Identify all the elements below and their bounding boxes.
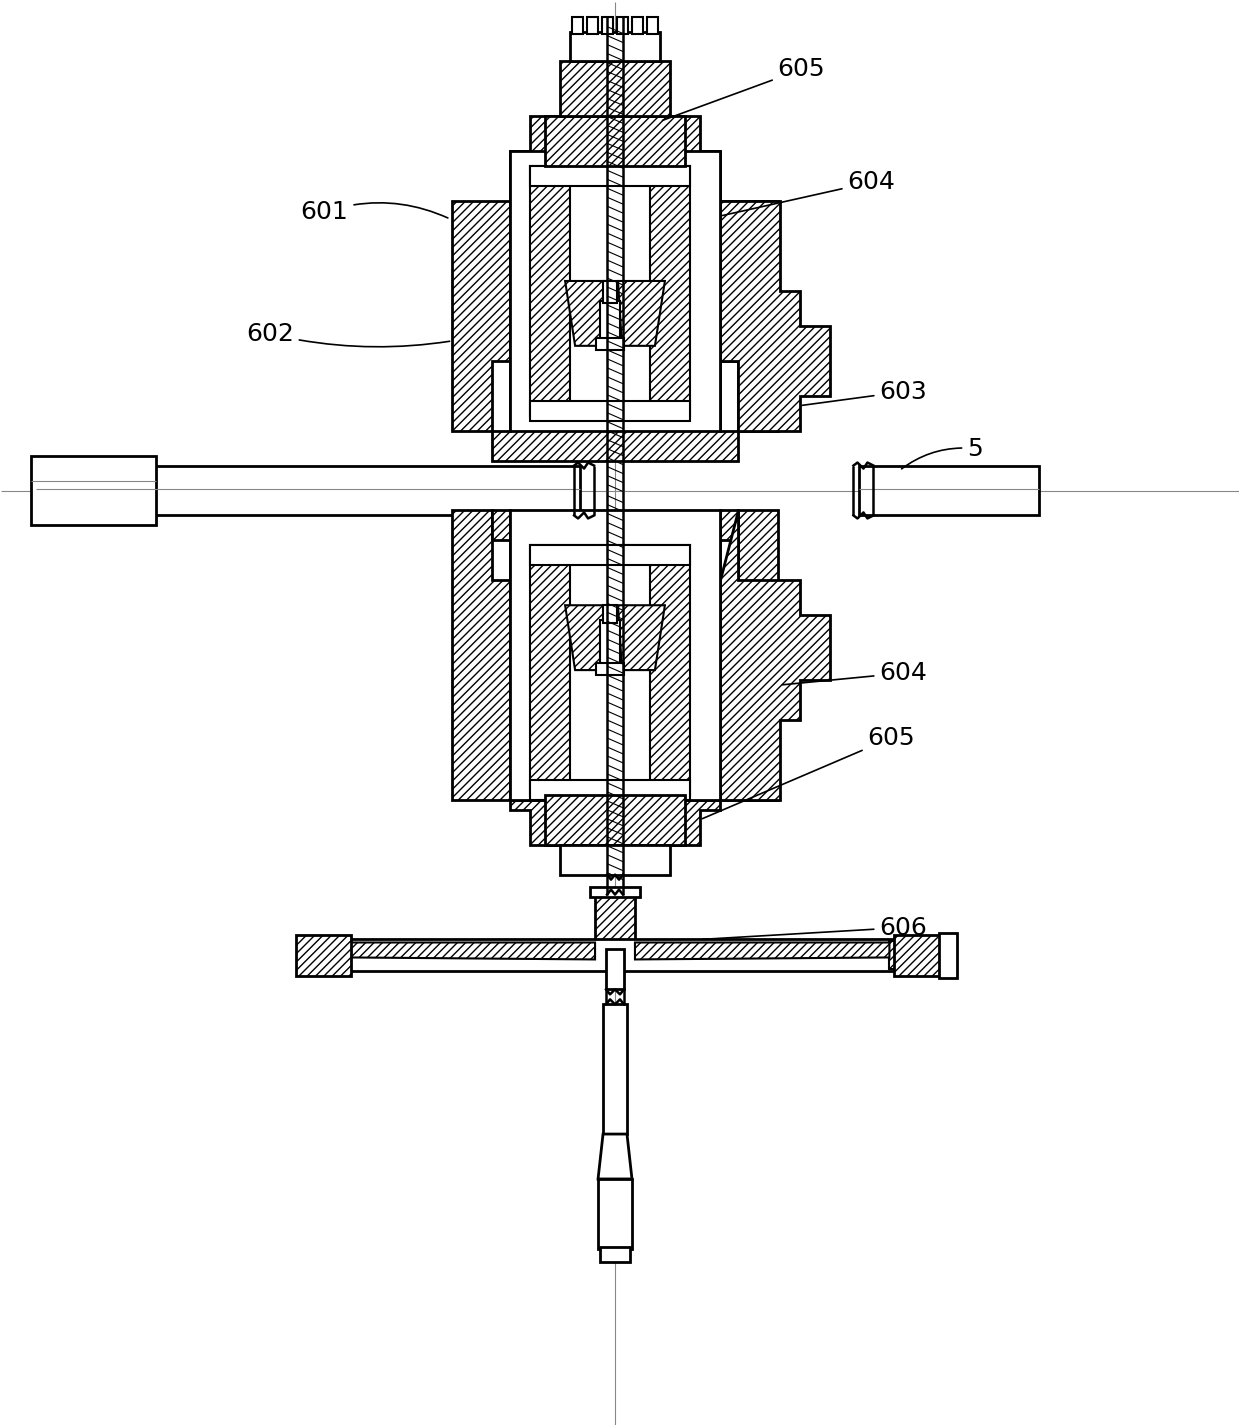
Polygon shape: [510, 117, 719, 201]
Polygon shape: [719, 201, 777, 431]
Bar: [647, 17, 658, 33]
Polygon shape: [618, 605, 665, 671]
Bar: [894, 935, 950, 976]
Polygon shape: [719, 201, 830, 431]
Bar: [600, 621, 620, 665]
Bar: [510, 511, 719, 799]
Bar: [606, 949, 624, 989]
Text: 603: 603: [802, 380, 928, 405]
Bar: [510, 151, 719, 431]
Bar: [603, 281, 618, 303]
Text: 601: 601: [301, 200, 448, 224]
Text: 604: 604: [782, 661, 928, 685]
Bar: [570, 31, 660, 61]
Bar: [560, 845, 670, 875]
Polygon shape: [635, 942, 889, 959]
Polygon shape: [560, 61, 670, 117]
Text: 605: 605: [662, 57, 826, 120]
Bar: [603, 605, 618, 624]
Text: 605: 605: [702, 726, 915, 819]
Text: 604: 604: [723, 170, 895, 215]
Bar: [595, 895, 635, 949]
Polygon shape: [510, 799, 719, 845]
Text: 602: 602: [246, 323, 450, 347]
Text: 606: 606: [703, 916, 928, 939]
Bar: [859, 465, 1039, 515]
Bar: [603, 1005, 627, 1134]
Polygon shape: [531, 545, 689, 795]
Polygon shape: [618, 281, 665, 345]
Bar: [590, 886, 640, 896]
Bar: [587, 17, 598, 33]
Bar: [295, 935, 351, 976]
Polygon shape: [453, 511, 510, 799]
Bar: [301, 939, 939, 972]
Bar: [596, 338, 624, 350]
Bar: [531, 166, 689, 186]
Bar: [31, 455, 156, 525]
Bar: [531, 779, 689, 799]
Bar: [603, 17, 613, 33]
Polygon shape: [719, 511, 830, 799]
Polygon shape: [492, 511, 738, 581]
Polygon shape: [565, 281, 613, 345]
Bar: [939, 932, 957, 979]
Polygon shape: [546, 795, 684, 845]
Bar: [596, 664, 624, 675]
Polygon shape: [565, 605, 613, 671]
Bar: [598, 1179, 632, 1249]
Bar: [531, 401, 689, 421]
Polygon shape: [531, 166, 689, 415]
Bar: [306, 942, 351, 969]
Bar: [531, 545, 689, 565]
Bar: [600, 1247, 630, 1261]
Polygon shape: [546, 117, 684, 166]
Polygon shape: [453, 201, 510, 431]
Text: 5: 5: [901, 437, 983, 469]
Bar: [36, 465, 580, 515]
Polygon shape: [719, 511, 777, 799]
Bar: [618, 17, 627, 33]
Bar: [600, 301, 620, 341]
Bar: [572, 17, 583, 33]
Bar: [632, 17, 644, 33]
Polygon shape: [492, 361, 738, 461]
Polygon shape: [351, 942, 595, 959]
Polygon shape: [598, 1134, 632, 1179]
Bar: [889, 942, 934, 969]
